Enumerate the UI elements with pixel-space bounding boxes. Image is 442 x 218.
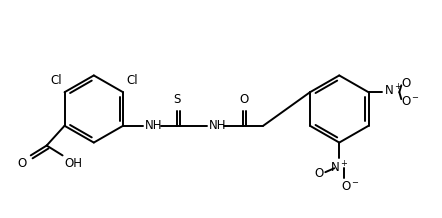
Text: O: O bbox=[401, 77, 411, 90]
Text: O$^-$: O$^-$ bbox=[341, 180, 360, 193]
Text: O: O bbox=[314, 167, 324, 180]
Text: O: O bbox=[18, 157, 27, 170]
Text: NH: NH bbox=[209, 119, 226, 132]
Text: O: O bbox=[240, 93, 249, 106]
Text: N$^+$: N$^+$ bbox=[385, 83, 403, 99]
Text: N$^+$: N$^+$ bbox=[330, 160, 348, 176]
Text: NH: NH bbox=[145, 119, 162, 132]
Text: S: S bbox=[173, 93, 180, 106]
Text: Cl: Cl bbox=[50, 74, 61, 87]
Text: Cl: Cl bbox=[126, 74, 137, 87]
Text: O$^-$: O$^-$ bbox=[401, 95, 420, 108]
Text: OH: OH bbox=[65, 157, 83, 170]
